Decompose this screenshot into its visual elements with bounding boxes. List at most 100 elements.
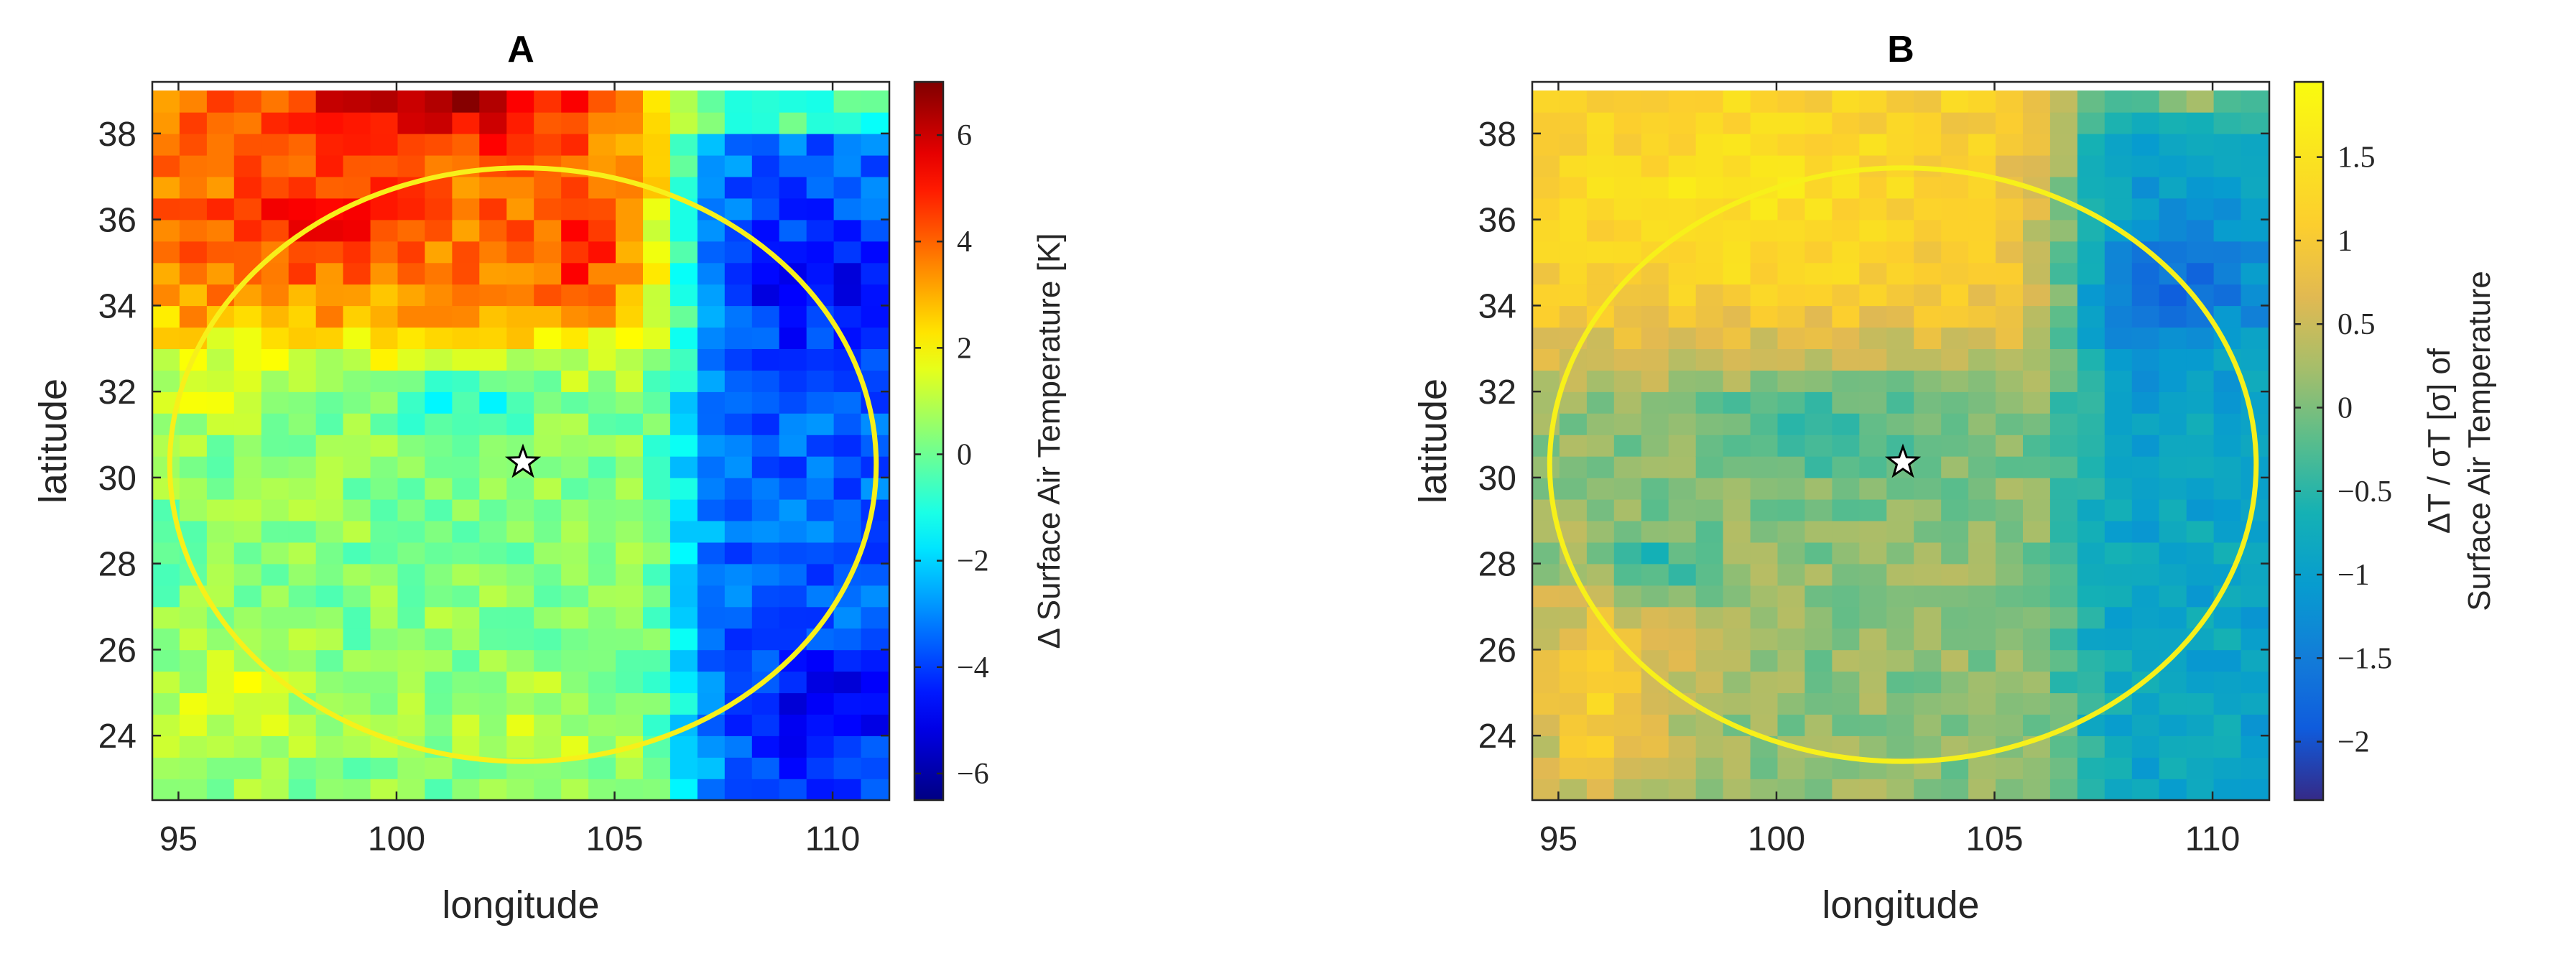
- heatmap-cell: [1586, 176, 1615, 199]
- heatmap-cell: [288, 628, 317, 651]
- heatmap-cell: [1559, 456, 1588, 478]
- heatmap-cell: [2131, 90, 2160, 113]
- heatmap-cell: [288, 498, 317, 521]
- heatmap-cell: [288, 348, 317, 371]
- heatmap-cell: [833, 735, 862, 758]
- colorbar-label-line2: Surface Air Temperature: [2462, 271, 2497, 611]
- heatmap-cell: [724, 133, 753, 156]
- heatmap-cell: [1914, 520, 1942, 543]
- heatmap-cell: [1804, 628, 1833, 651]
- heatmap-cell: [233, 714, 262, 736]
- heatmap-cell: [261, 628, 289, 651]
- heatmap-cell: [561, 520, 589, 543]
- heatmap-cell: [1695, 176, 1724, 199]
- heatmap-cell: [2131, 327, 2160, 349]
- heatmap-cell: [1559, 284, 1588, 307]
- heatmap-cell: [2023, 477, 2051, 500]
- heatmap-cell: [1723, 305, 1751, 328]
- heatmap-cell: [1968, 435, 1996, 457]
- heatmap-cell: [1723, 671, 1751, 694]
- heatmap-cell: [1832, 198, 1861, 220]
- heatmap-cell: [2131, 413, 2160, 435]
- heatmap-cell: [616, 198, 644, 220]
- heatmap-cell: [1832, 498, 1861, 521]
- heatmap-cell: [179, 692, 208, 715]
- heatmap-cell: [397, 391, 426, 414]
- heatmap-cell: [724, 671, 753, 694]
- heatmap-cell: [2104, 284, 2133, 307]
- heatmap-cell: [1668, 779, 1697, 800]
- heatmap-cell: [2077, 284, 2105, 307]
- heatmap-cell: [2049, 606, 2078, 629]
- heatmap-cell: [2023, 391, 2051, 414]
- heatmap-cell: [2241, 563, 2269, 586]
- heatmap-cell: [1914, 219, 1942, 242]
- heatmap-cell: [861, 176, 889, 199]
- heatmap-cell: [1832, 477, 1861, 500]
- heatmap-cell: [452, 413, 481, 435]
- heatmap-cell: [479, 198, 507, 220]
- heatmap-cell: [261, 391, 289, 414]
- heatmap-cell: [588, 714, 616, 736]
- y-tick-label: 28: [98, 546, 136, 584]
- heatmap-cell: [452, 671, 481, 694]
- heatmap-cell: [343, 628, 371, 651]
- heatmap-cell: [534, 241, 562, 264]
- heatmap-cell: [1996, 284, 2024, 307]
- heatmap-cell: [288, 284, 317, 307]
- heatmap-cell: [616, 649, 644, 672]
- heatmap-cell: [1941, 176, 1969, 199]
- heatmap-cell: [206, 241, 235, 264]
- heatmap-cell: [561, 563, 589, 586]
- heatmap-cell: [751, 133, 780, 156]
- heatmap-cell: [506, 176, 534, 199]
- heatmap-cell: [2023, 284, 2051, 307]
- heatmap-cell: [779, 111, 807, 134]
- heatmap-cell: [2131, 477, 2160, 500]
- axes-frame: [1531, 80, 2271, 802]
- heatmap-cell: [479, 628, 507, 651]
- heatmap-cell: [1559, 111, 1588, 134]
- heatmap-cell: [1804, 606, 1833, 629]
- heatmap-cell: [233, 757, 262, 779]
- heatmap-cell: [2104, 649, 2133, 672]
- heatmap-cell: [670, 305, 698, 328]
- heatmap-cell: [697, 90, 726, 113]
- heatmap-cell: [1532, 219, 1560, 242]
- x-tick-label: 95: [159, 820, 198, 858]
- heatmap-cell: [343, 348, 371, 371]
- heatmap-cell: [2049, 111, 2078, 134]
- heatmap-cell: [1914, 606, 1942, 629]
- heatmap-cell: [1668, 370, 1697, 392]
- heatmap-cell: [1750, 585, 1779, 608]
- heatmap-cell: [179, 241, 208, 264]
- heatmap-cell: [1832, 391, 1861, 414]
- heatmap-cell: [397, 241, 426, 264]
- heatmap-cell: [506, 671, 534, 694]
- heatmap-cell: [2077, 585, 2105, 608]
- heatmap-cell: [724, 714, 753, 736]
- heatmap-cell: [397, 154, 426, 177]
- heatmap-cell: [1613, 477, 1642, 500]
- heatmap-cell: [534, 370, 562, 392]
- heatmap-cell: [1968, 305, 1996, 328]
- heatmap-cell: [779, 327, 807, 349]
- heatmap-cell: [261, 435, 289, 457]
- heatmap-cell: [370, 563, 399, 586]
- heatmap-cell: [779, 90, 807, 113]
- heatmap-cell: [861, 305, 889, 328]
- colorbar-tick-label: 1.5: [2338, 141, 2376, 175]
- heatmap-cell: [233, 391, 262, 414]
- heatmap-cell: [1804, 520, 1833, 543]
- heatmap-cell: [1914, 90, 1942, 113]
- heatmap-cell: [261, 779, 289, 800]
- heatmap-cell: [1832, 520, 1861, 543]
- heatmap-cell: [1941, 692, 1969, 715]
- heatmap-cell: [588, 241, 616, 264]
- heatmap-cell: [1586, 692, 1615, 715]
- heatmap-cell: [2049, 477, 2078, 500]
- heatmap-cell: [452, 391, 481, 414]
- heatmap-cell: [751, 692, 780, 715]
- heatmap-cell: [152, 456, 180, 478]
- heatmap-cell: [1532, 477, 1560, 500]
